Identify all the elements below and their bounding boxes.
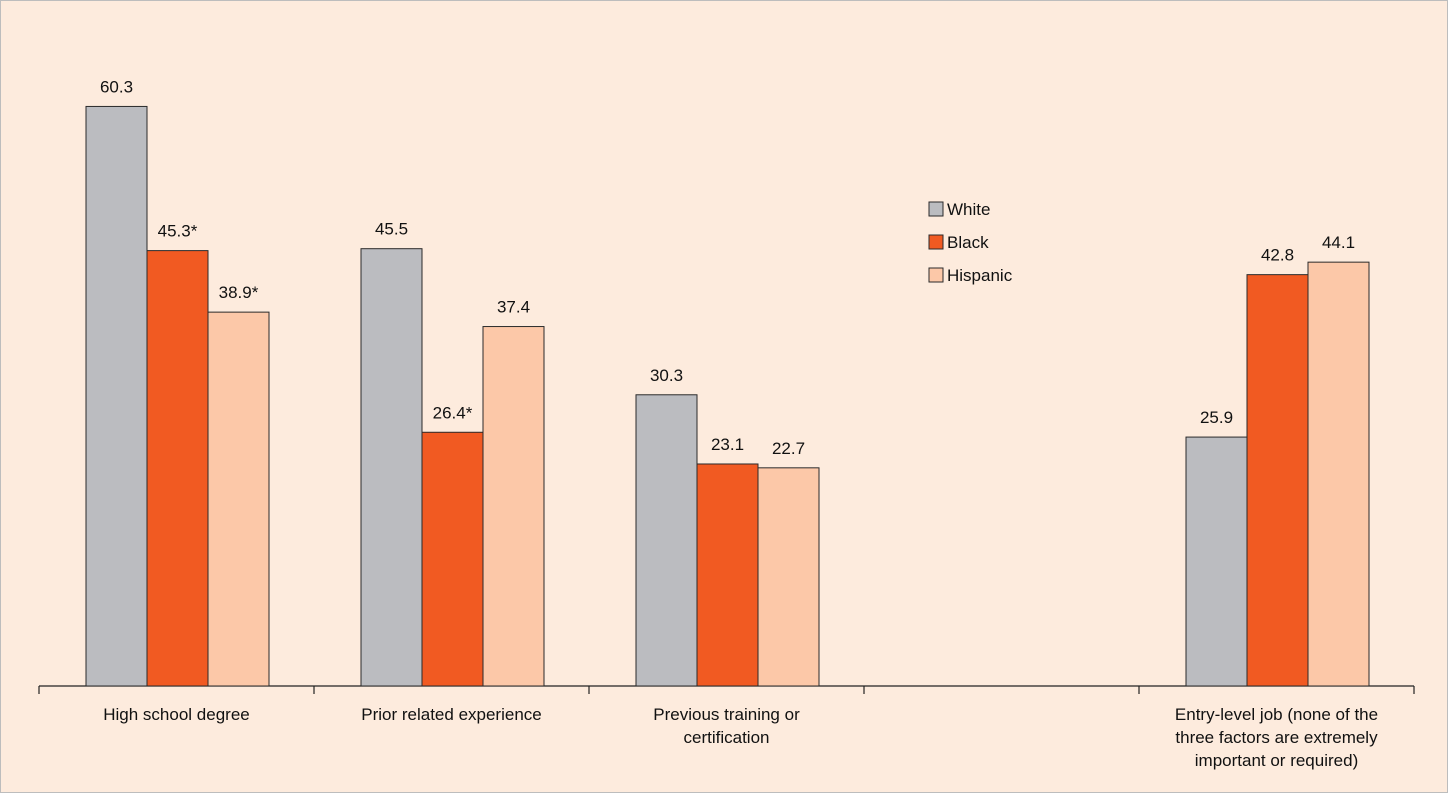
legend-label-hispanic: Hispanic xyxy=(947,266,1013,285)
category-label-4-line-2: important or required) xyxy=(1195,751,1358,770)
bar-white-2 xyxy=(635,394,698,687)
bar-black-0 xyxy=(146,250,209,687)
category-label-4-line-0: Entry-level job (none of the xyxy=(1175,705,1378,724)
bar-black-4 xyxy=(1246,274,1309,687)
value-label-white-1: 45.5 xyxy=(375,220,408,239)
value-label-hispanic-1: 37.4 xyxy=(497,298,530,317)
bar-black-2 xyxy=(696,463,759,687)
bar-hispanic-4 xyxy=(1307,261,1370,687)
legend-label-black: Black xyxy=(947,233,989,252)
value-label-white-2: 30.3 xyxy=(650,366,683,385)
value-label-white-0: 60.3 xyxy=(100,77,133,96)
legend-swatch-hispanic xyxy=(928,267,944,283)
value-label-black-4: 42.8 xyxy=(1261,246,1294,265)
legend-swatch-white xyxy=(928,201,944,217)
bar-white-1 xyxy=(360,248,423,687)
bar-hispanic-2 xyxy=(757,467,820,687)
category-label-2-line-0: Previous training or xyxy=(653,705,800,724)
category-label-1-line-0: Prior related experience xyxy=(361,705,541,724)
bar-white-0 xyxy=(85,105,148,687)
value-label-black-0: 45.3* xyxy=(158,222,198,241)
value-label-hispanic-4: 44.1 xyxy=(1322,233,1355,252)
bar-hispanic-0 xyxy=(207,311,270,687)
value-label-hispanic-2: 22.7 xyxy=(772,439,805,458)
category-label-4-line-1: three factors are extremely xyxy=(1175,728,1378,747)
bar-black-1 xyxy=(421,431,484,687)
bar-white-4 xyxy=(1185,436,1248,687)
legend-swatch-black xyxy=(928,234,944,250)
value-label-black-2: 23.1 xyxy=(711,435,744,454)
bar-hispanic-1 xyxy=(482,326,545,687)
value-label-hispanic-0: 38.9* xyxy=(219,283,259,302)
value-label-black-1: 26.4* xyxy=(433,403,473,422)
value-label-white-4: 25.9 xyxy=(1200,408,1233,427)
category-label-2-line-1: certification xyxy=(684,728,770,747)
legend-label-white: White xyxy=(947,200,990,219)
category-label-0-line-0: High school degree xyxy=(103,705,249,724)
